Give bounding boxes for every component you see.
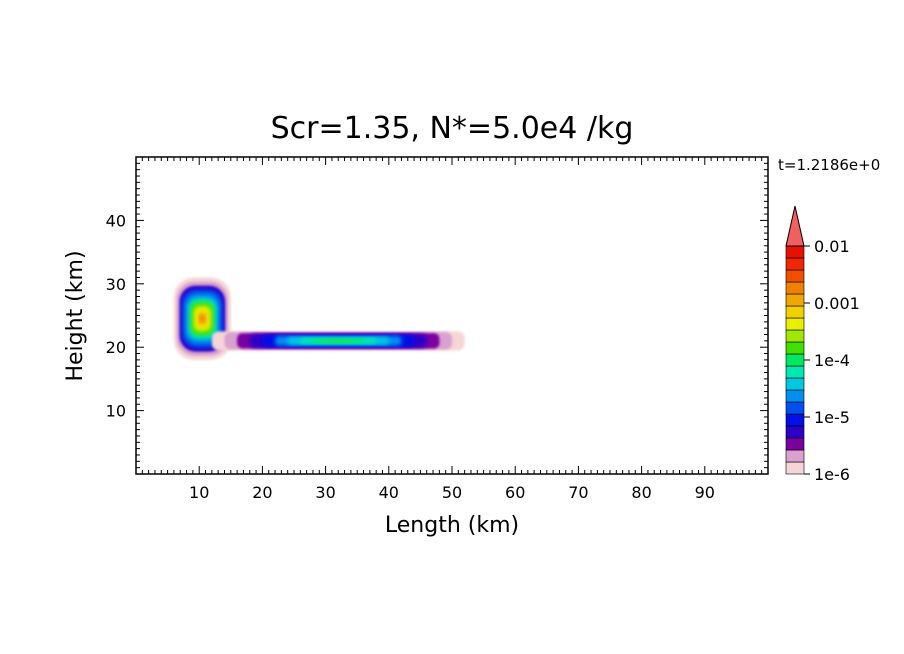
colorbar-label: 1e-5 (814, 408, 850, 427)
colorbar-segment (785, 425, 805, 439)
colorbar-label: 1e-4 (814, 351, 850, 370)
plot-frame (135, 156, 769, 475)
y-tick-labels: 10 20 30 40 (106, 211, 126, 420)
colorbar-segment (785, 449, 805, 463)
colorbar-segment (785, 341, 805, 355)
colorbar-segment (785, 377, 805, 391)
colorbar-segment (785, 413, 805, 427)
colorbar-segment (785, 305, 805, 319)
colorbar-overflow-arrow (785, 205, 805, 247)
colorbar-labels: 0.01 0.001 1e-4 1e-5 1e-6 (804, 237, 860, 484)
x-tick-label: 80 (631, 483, 651, 502)
colorbar-segment (785, 389, 805, 403)
feature-horizontal-plume (211, 331, 465, 351)
y-tick-label: 20 (106, 338, 126, 357)
y-axis-label: Height (km) (63, 250, 88, 381)
y-tick-label: 30 (106, 275, 126, 294)
axis-ticks (136, 157, 768, 474)
colorbar-segment (785, 329, 805, 343)
colorbar-segment (785, 245, 805, 259)
x-tick-label: 10 (189, 483, 209, 502)
x-tick-label: 60 (505, 483, 525, 502)
contour-band (199, 314, 206, 323)
colorbar-segment (785, 317, 805, 331)
x-tick-label: 40 (379, 483, 399, 502)
x-tick-label: 20 (252, 483, 272, 502)
concentration-field (173, 277, 465, 360)
colorbar-label: 1e-6 (814, 465, 850, 484)
y-tick-label: 40 (106, 211, 126, 230)
colorbar-label: 0.01 (814, 237, 850, 256)
plot-area: 10 20 30 40 50 60 70 80 90 10 20 30 40 (106, 156, 769, 502)
x-tick-label: 50 (442, 483, 462, 502)
colorbar-segment (785, 401, 805, 415)
x-tick-label: 90 (695, 483, 715, 502)
colorbar-segment (785, 257, 805, 271)
colorbar-segment (785, 461, 805, 475)
colorbar-segment (785, 281, 805, 295)
colorbar-label: 0.001 (814, 294, 860, 313)
y-tick-label: 10 (106, 402, 126, 421)
colorbar-segment (785, 293, 805, 307)
colorbar-segment (785, 437, 805, 451)
x-tick-label: 30 (315, 483, 335, 502)
chart-title: Scr=1.35, N*=5.0e4 /kg (271, 111, 634, 146)
feature-column (173, 277, 231, 360)
colorbar-segment (785, 269, 805, 283)
x-tick-labels: 10 20 30 40 50 60 70 80 90 (189, 483, 715, 502)
colorbar-segment (785, 353, 805, 367)
x-axis-label: Length (km) (385, 513, 519, 538)
colorbar-segment (785, 365, 805, 379)
x-tick-label: 70 (568, 483, 588, 502)
colorbar (785, 205, 805, 475)
time-label: t=1.2186e+0 (778, 156, 880, 174)
contour-band (325, 339, 351, 342)
